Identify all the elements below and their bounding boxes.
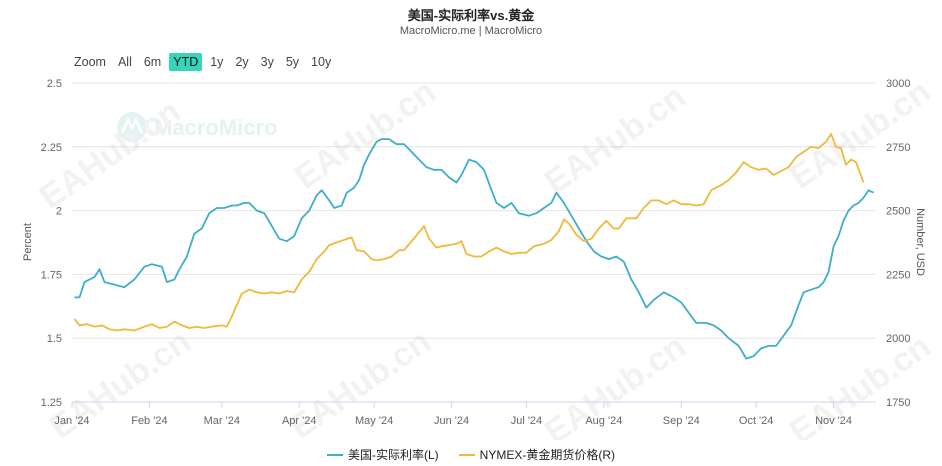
zoom-button-6m[interactable]: 6m [143,55,162,69]
x-axis-tick-label: Feb '24 [131,415,167,427]
eahub-watermark: EAHub.cn [783,72,938,196]
right-axis-tick-label: 2750 [886,142,910,154]
x-axis-tick-label: Oct '24 [739,415,774,427]
chart-legend: 美国-实际利率(L) NYMEX-黄金期货价格(R) [0,446,942,463]
eahub-watermark: EAHub.cn [288,72,443,196]
left-axis-tick-label: 2.5 [47,78,62,90]
left-axis-tick-label: 2.25 [41,142,62,154]
left-axis-title: Percent [22,223,34,261]
zoom-label: Zoom [74,55,106,69]
zoom-button-5y[interactable]: 5y [285,55,300,69]
x-axis-tick-label: Sep '24 [663,415,700,427]
macromicro-logo-icon [117,112,147,142]
legend-item-real-rate[interactable]: 美国-实际利率(L) [326,446,439,463]
left-axis-tick-label: 1.25 [41,397,62,409]
x-axis-tick-label: Mar '24 [204,415,240,427]
eahub-watermark: EAHub.cn [33,92,188,216]
chart-title: 美国-实际利率vs.黄金 [407,8,535,23]
right-axis-title: Number, USD [914,208,926,276]
right-axis-tick-label: 2500 [886,206,910,218]
chart-subtitle: MacroMicro.me | MacroMicro [399,25,543,37]
legend-label-gold: NYMEX-黄金期货价格(R) [479,448,615,462]
watermark-layer: MacroMicro EAHub.cn EAHub.cn EAHub.cn EA… [33,72,938,440]
right-axis-tick-label: 3000 [886,78,910,90]
chart-series [73,133,874,360]
x-axis-tick-label: Aug '24 [585,415,622,427]
zoom-button-all[interactable]: All [117,55,132,69]
zoom-button-10y[interactable]: 10y [311,55,332,69]
zoom-button-1y[interactable]: 1y [210,55,224,69]
legend-swatch-real-rate [326,453,343,456]
x-axis-tick-label: Jul '24 [511,415,542,427]
series-line-real-rate [74,138,874,360]
legend-label-real-rate: 美国-实际利率(L) [347,448,439,462]
series-line-gold [73,133,865,332]
zoom-button-ytd[interactable]: YTD [169,53,203,71]
x-axis-tick-label: Jan '24 [54,415,89,427]
x-axis-tick-label: Jun '24 [434,415,469,427]
zoom-button-2y[interactable]: 2y [235,55,249,69]
x-axis-tick-label: Nov '24 [815,415,852,427]
zoom-button-3y[interactable]: 3y [260,55,274,69]
x-axis-tick-label: May '24 [355,415,393,427]
right-axis-tick-label: 2000 [886,333,910,345]
x-axis-tick-label: Apr '24 [282,415,317,427]
left-axis-tick-label: 1.5 [47,333,62,345]
legend-swatch-gold [458,453,475,456]
eahub-watermark: EAHub.cn [783,327,938,440]
legend-item-gold[interactable]: NYMEX-黄金期货价格(R) [458,446,615,463]
macromicro-watermark: MacroMicro [154,115,277,140]
chart-plot: MacroMicro EAHub.cn EAHub.cn EAHub.cn EA… [22,72,938,440]
chart-axes: 1.25 1.5 1.75 2 2.25 2.5 1750 2000 2250 2500 2750 3… [41,78,911,427]
left-axis-tick-label: 2 [56,206,62,218]
eahub-watermark: EAHub.cn [538,77,693,201]
right-axis-tick-label: 2250 [886,269,910,281]
zoom-range-selector: Zoom All 6m YTD 1y 2y 3y 5y 10y [74,53,339,71]
right-axis-tick-label: 1750 [886,397,910,409]
left-axis-tick-label: 1.75 [41,269,62,281]
